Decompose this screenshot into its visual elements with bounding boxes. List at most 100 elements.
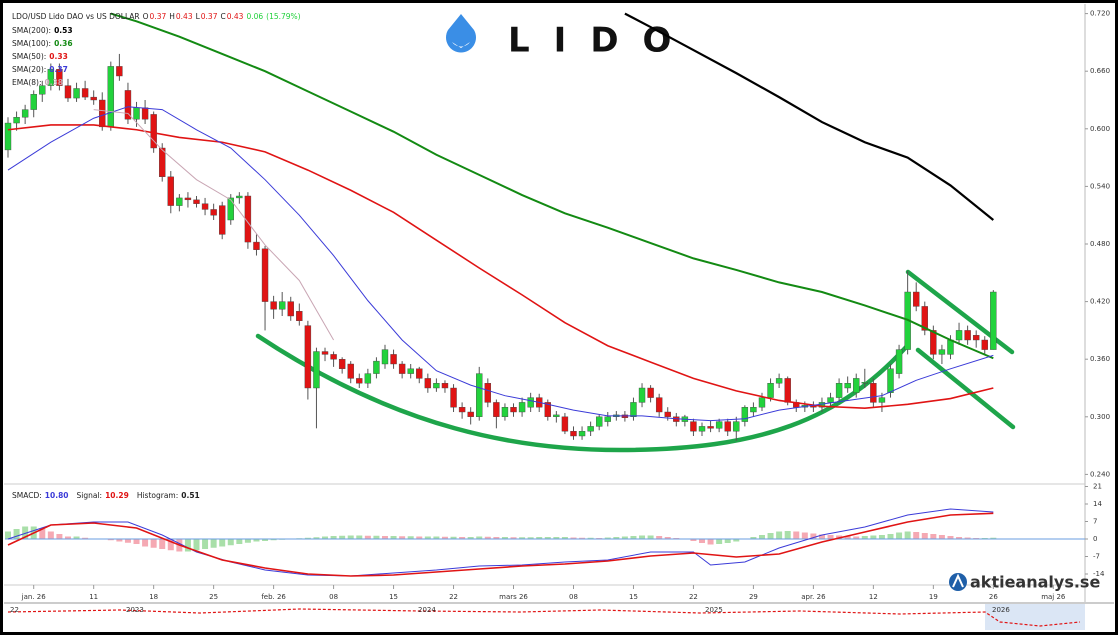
candle-body: [955, 330, 963, 341]
legend-name: Signal:: [77, 491, 103, 500]
histogram-bar: [13, 529, 20, 539]
candle-body: [433, 383, 440, 389]
histogram-bar: [639, 535, 646, 539]
candle-body: [390, 354, 397, 365]
histogram-bar: [827, 535, 834, 539]
histogram-bar: [142, 539, 149, 547]
histogram-bar: [801, 532, 808, 539]
change-value: 0.06: [246, 12, 263, 21]
legend-name: SMA(200):: [12, 26, 51, 35]
histogram-bar: [913, 532, 920, 539]
candle-body: [570, 431, 577, 437]
legend-quote: LDO/USD Lido DAO vs US DOLLAR O0.37 H0.43 L…: [12, 12, 301, 21]
candle-body: [690, 421, 697, 432]
candle-body: [527, 397, 534, 408]
candle-body: [561, 416, 569, 432]
legend-name: SMA(100):: [12, 39, 51, 48]
histogram-bar: [776, 531, 783, 539]
histogram-bar: [322, 536, 329, 539]
candle-body: [630, 402, 637, 417]
histogram-bar: [313, 537, 320, 539]
histogram-bar: [424, 536, 431, 539]
y-tick-label: 0.480: [1090, 240, 1110, 248]
histogram-bar: [878, 535, 885, 539]
candle-body: [715, 421, 723, 429]
histogram-bar: [73, 536, 80, 539]
histogram-bar: [236, 539, 243, 544]
histogram-bar: [407, 536, 414, 539]
quote-label: H: [169, 12, 175, 21]
legend-entry: SMA(50): 0.33: [12, 52, 68, 61]
candle-body: [236, 195, 243, 199]
candle-body: [398, 363, 406, 374]
candle-body: [313, 351, 320, 389]
histogram-bar: [656, 536, 663, 539]
histogram-bar: [5, 531, 11, 539]
candle-body: [990, 291, 997, 350]
legend-value: 0.36: [54, 39, 73, 48]
candle-body: [116, 66, 123, 77]
histogram-bar: [690, 539, 697, 541]
candle-body: [724, 421, 731, 432]
histogram-bar: [699, 539, 706, 543]
candle-body: [364, 373, 372, 384]
histogram-bar: [339, 535, 346, 539]
histogram-bar: [519, 537, 526, 539]
candle-body: [441, 383, 449, 389]
candle-body: [827, 397, 834, 403]
histogram-bar: [253, 539, 260, 542]
navigator-label: 2026: [992, 606, 1010, 614]
histogram-bar: [750, 537, 757, 539]
candle-body: [133, 107, 140, 120]
histogram-bar: [604, 537, 611, 539]
histogram-bar: [202, 539, 209, 549]
histogram-bar: [767, 533, 774, 539]
x-tick-label: 22: [449, 593, 458, 601]
indicator-line: [7, 124, 994, 409]
candle-body: [647, 387, 654, 398]
histogram-bar: [570, 537, 577, 539]
histogram-bar: [510, 537, 517, 539]
histogram-bar: [262, 539, 269, 541]
histogram-bar: [193, 539, 200, 551]
histogram-bar: [544, 537, 551, 539]
candle-body: [741, 407, 749, 422]
histogram-bar: [467, 537, 474, 539]
histogram-bar: [793, 531, 800, 539]
y-tick-label: 0.720: [1090, 10, 1110, 18]
candle-body: [219, 205, 226, 235]
histogram-bar: [664, 537, 671, 539]
x-tick-label: 19: [929, 593, 938, 601]
candle-body: [981, 339, 988, 350]
candle-body: [407, 368, 414, 374]
candle-body: [458, 407, 466, 413]
quote-value: 0.37: [150, 12, 167, 21]
legend-value: 0.37: [49, 65, 68, 74]
x-tick-label: jan. 26: [21, 593, 47, 601]
candle-body: [150, 114, 157, 149]
legend-value: 10.80: [45, 491, 69, 500]
quote-label: L: [196, 12, 201, 21]
candle-body: [467, 411, 474, 418]
legend-entry: SMA(200): 0.53: [12, 26, 73, 35]
change-percent: (15.79%): [266, 12, 301, 21]
y-tick-label: 0.660: [1090, 67, 1110, 75]
candle-body: [81, 88, 89, 98]
y-tick-label: 0.240: [1090, 470, 1110, 478]
histogram-bar: [621, 536, 628, 539]
y-tick-label: 14: [1093, 500, 1102, 508]
x-tick-label: 15: [629, 593, 638, 601]
candle-body: [278, 301, 286, 310]
histogram-bar: [896, 532, 903, 539]
histogram-bar: [964, 537, 971, 539]
candle-body: [201, 203, 209, 210]
candle-body: [853, 378, 860, 393]
legend-name: Histogram:: [137, 491, 178, 500]
macd-line: [7, 512, 994, 577]
histogram-bar: [82, 537, 89, 539]
candle-body: [553, 414, 560, 418]
quote-value: 0.43: [227, 12, 244, 21]
watermark-icon-mark: [952, 573, 964, 588]
candle-body: [338, 359, 346, 370]
